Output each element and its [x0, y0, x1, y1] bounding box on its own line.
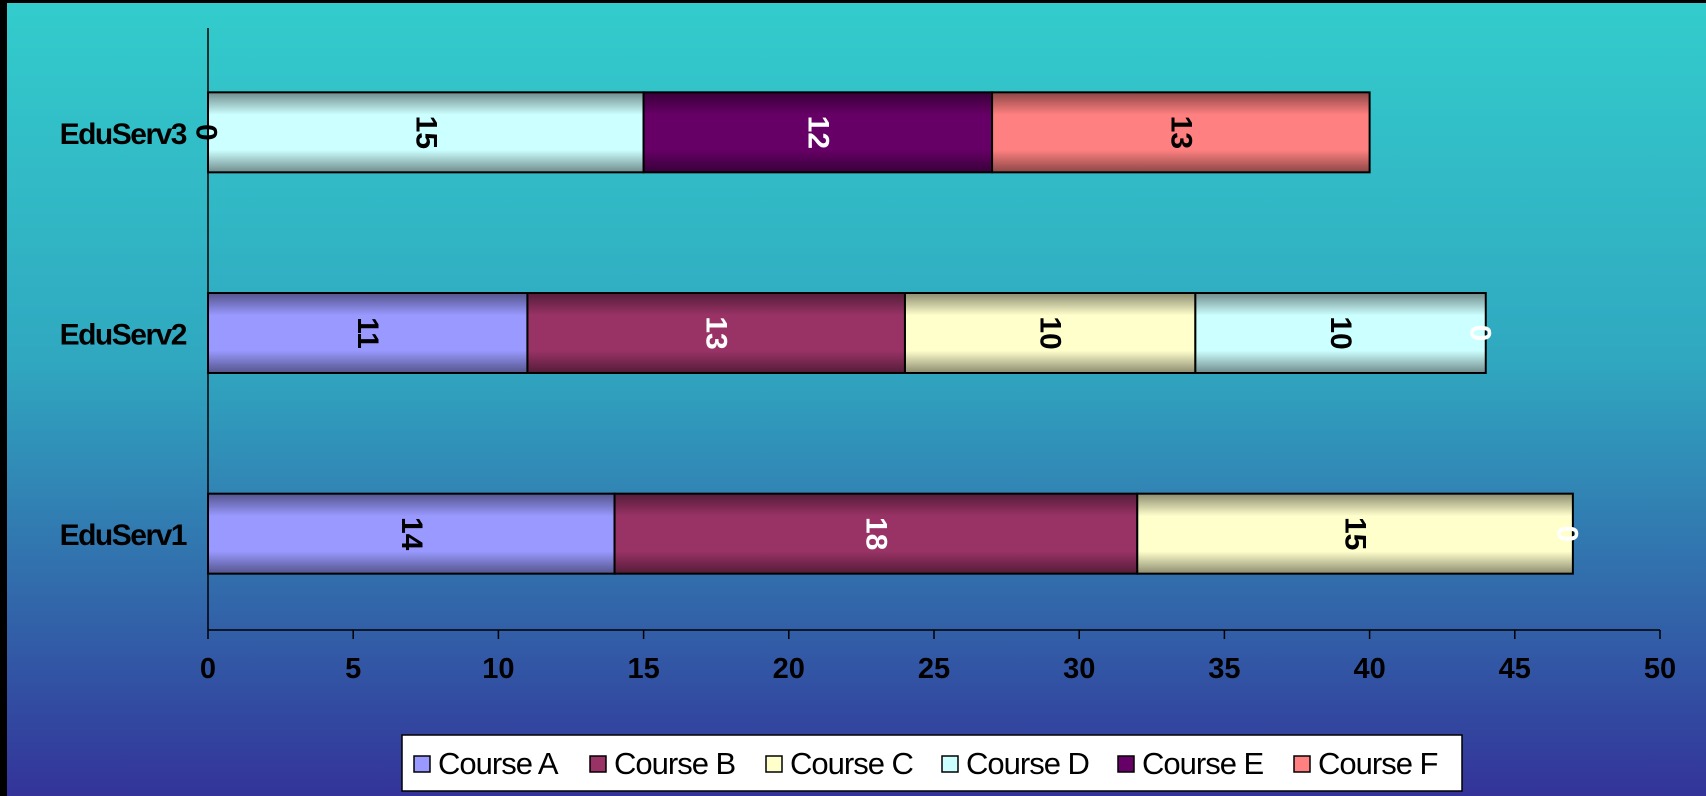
x-tick-label: 40 [1353, 653, 1385, 685]
legend-swatch [765, 755, 783, 773]
data-label: 13 [1164, 116, 1197, 149]
data-label: 10 [1034, 316, 1067, 349]
data-label: 18 [859, 517, 892, 550]
category-label: EduServ2 [60, 319, 187, 352]
bar-segment [526, 292, 906, 374]
legend-entry: Course B [614, 746, 736, 781]
category-label: EduServ1 [60, 519, 187, 552]
category-label: EduServ3 [60, 118, 187, 151]
legend-entry: Course F [1318, 746, 1438, 781]
labels-layer: 14 18 15 0 11 13 10 10 0 15 12 13 0 [190, 116, 1584, 551]
data-label: 10 [1324, 316, 1357, 349]
legend-swatch [413, 755, 431, 773]
zero-data-label: 0 [190, 124, 223, 141]
bar-segment [207, 292, 529, 374]
legend-entry: Course E [1142, 746, 1264, 781]
x-tick-label: 0 [200, 653, 216, 685]
data-label: 15 [409, 116, 442, 149]
data-label: 15 [1339, 517, 1372, 550]
x-tick-label: 5 [345, 653, 361, 685]
bar-segment [613, 492, 1139, 575]
legend-entry: Course A [438, 746, 559, 781]
x-tick-label: 45 [1499, 653, 1531, 685]
bar-segment [207, 492, 616, 575]
legend-swatch [1117, 755, 1135, 773]
bar-segment [903, 292, 1197, 374]
x-tick-label: 25 [918, 653, 950, 685]
bar-segment [1136, 492, 1574, 575]
bar-segment [1194, 292, 1487, 374]
data-label: 12 [801, 116, 834, 149]
x-tick-label: 20 [773, 653, 805, 685]
zero-data-label: 0 [1550, 525, 1583, 542]
data-label: 14 [395, 517, 428, 551]
x-tick-label: 30 [1063, 653, 1095, 685]
data-label: 11 [351, 317, 384, 349]
x-tick-label: 50 [1644, 653, 1676, 685]
legend-entry: Course D [966, 746, 1089, 781]
x-tick-label: 15 [627, 653, 659, 685]
data-label: 13 [700, 316, 733, 349]
bar-segment [991, 91, 1371, 174]
legend-swatch [941, 755, 959, 773]
x-tick-label: 35 [1208, 653, 1240, 685]
legend-entry: Course C [790, 746, 914, 781]
legend-swatch [589, 755, 607, 773]
legend-swatch [1293, 755, 1311, 773]
legend: Course A Course B Course C Course D Course E… [401, 734, 1463, 792]
zero-data-label: 0 [1463, 325, 1496, 342]
bars-layer [207, 91, 1574, 575]
x-tick-label: 10 [482, 653, 514, 685]
legend-box [401, 734, 1463, 792]
bar-segment [642, 91, 994, 174]
